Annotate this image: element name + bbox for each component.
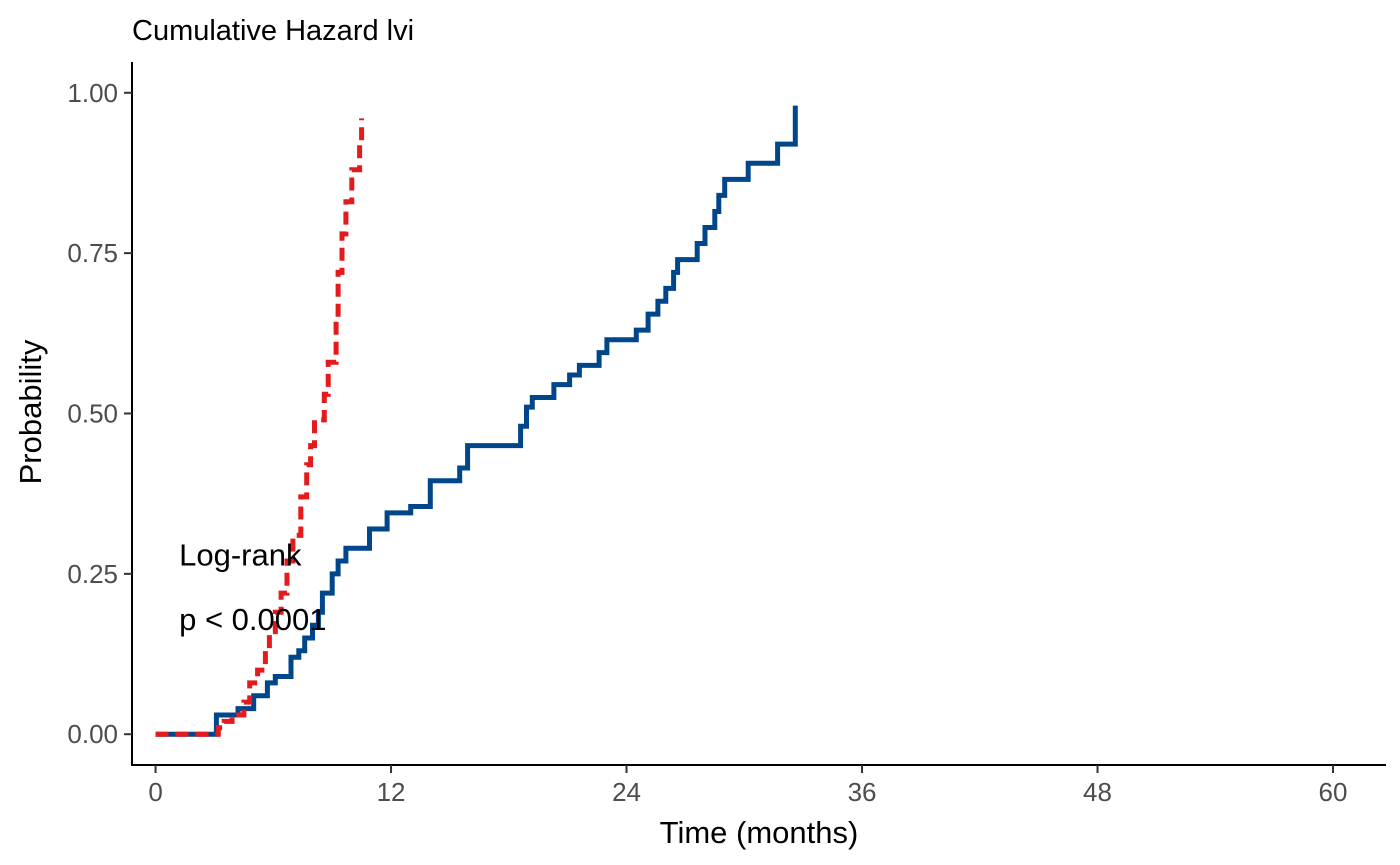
x-tick-label: 36 xyxy=(848,777,877,807)
x-axis-title: Time (months) xyxy=(660,815,859,850)
y-tick-label: 0.25 xyxy=(67,559,118,589)
annotation-layer: Log-rank p < 0.0001 xyxy=(179,538,326,637)
x-tick-label: 60 xyxy=(1319,777,1348,807)
x-tick-label: 24 xyxy=(612,777,641,807)
chart-title: Cumulative Hazard lvi xyxy=(132,15,414,47)
logrank-annotation: Log-rank xyxy=(179,538,302,573)
x-tick-label: 0 xyxy=(148,777,162,807)
y-axis-title: Probability xyxy=(13,339,48,484)
series-line-blue-solid xyxy=(155,105,798,737)
x-tick-label: 12 xyxy=(377,777,406,807)
y-tick-label: 0.75 xyxy=(67,238,118,268)
y-tick-label: 1.00 xyxy=(67,78,118,108)
y-tick-label: 0.50 xyxy=(67,399,118,429)
series-layer xyxy=(155,105,798,737)
x-tick-label: 48 xyxy=(1083,777,1112,807)
x-axis: 0 12 24 36 48 60 xyxy=(131,764,1386,807)
logrank-annotation: p < 0.0001 xyxy=(179,602,326,637)
y-axis: 0.00 0.25 0.50 0.75 1.00 xyxy=(67,62,133,765)
series-line-red-dashed xyxy=(155,118,365,737)
y-tick-label: 0.00 xyxy=(67,719,118,749)
